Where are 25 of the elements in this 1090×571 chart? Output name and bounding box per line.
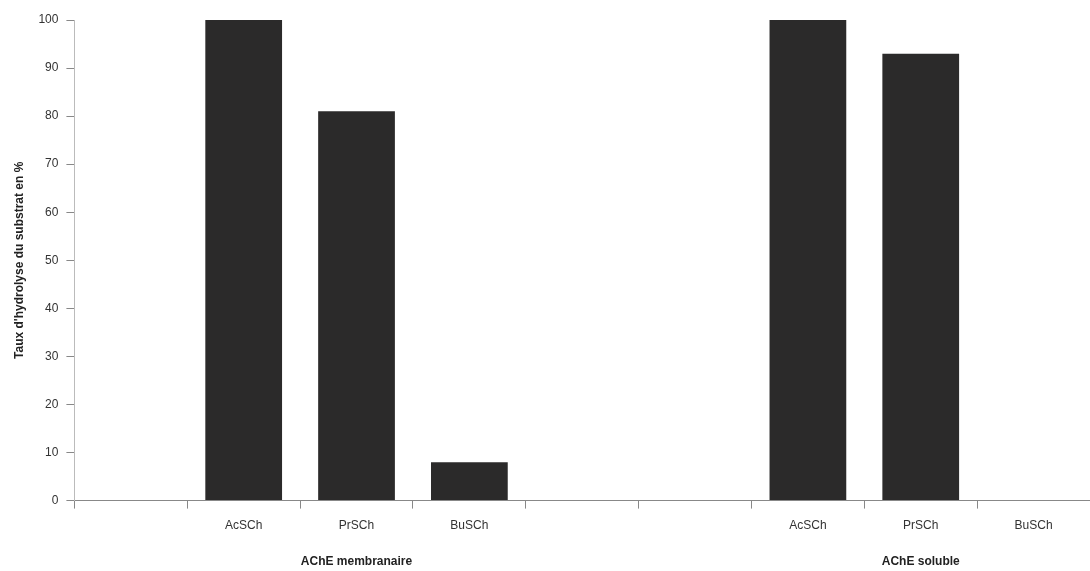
x-tick-label: AcSCh bbox=[225, 518, 263, 533]
y-tick-label: 70 bbox=[45, 156, 59, 171]
y-tick-label: 90 bbox=[45, 60, 59, 75]
text: AChE soluble bbox=[881, 554, 961, 568]
bar bbox=[318, 111, 395, 501]
y-tick-label: 20 bbox=[45, 396, 59, 411]
x-tick-label: BuSCh bbox=[450, 518, 489, 533]
bar bbox=[205, 20, 283, 501]
bar bbox=[882, 53, 960, 501]
y-tick-label: 40 bbox=[45, 300, 59, 315]
y-tick-label: 0 bbox=[51, 492, 59, 507]
y-axis-title: Taux d'hydrolyse du substrat en % bbox=[11, 161, 26, 359]
text: AChE membranaire bbox=[300, 554, 413, 568]
x-tick-label: PrSCh bbox=[338, 518, 375, 533]
x-tick-label: PrSCh bbox=[903, 518, 939, 533]
y-tick-label: 80 bbox=[45, 108, 59, 123]
x-tick-label: BuSCh bbox=[1014, 518, 1053, 533]
y-tick-label: 10 bbox=[45, 444, 59, 459]
y-tick-label: 100 bbox=[38, 12, 59, 27]
y-tick-label: 50 bbox=[45, 252, 59, 267]
y-tick-label: 60 bbox=[45, 204, 59, 219]
x-tick-label: AcSCh bbox=[789, 518, 827, 533]
bar bbox=[769, 20, 847, 501]
bar bbox=[431, 462, 508, 501]
y-tick-label: 30 bbox=[45, 348, 59, 363]
